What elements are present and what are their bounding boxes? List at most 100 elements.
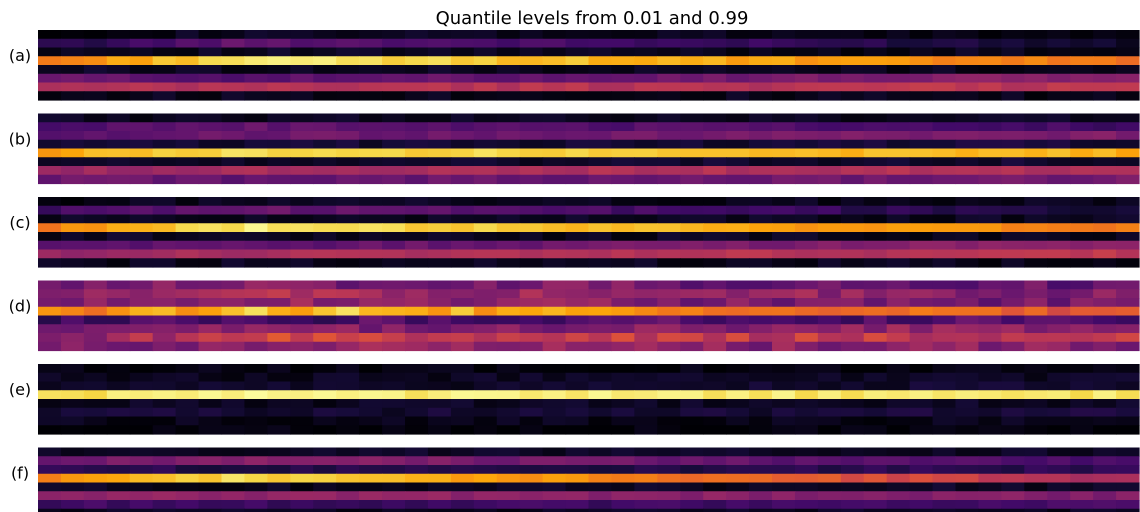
heatmap-cell <box>198 324 223 334</box>
heatmap-cell <box>83 47 108 57</box>
heatmap-cell <box>1001 289 1025 299</box>
heatmap-cell <box>703 82 727 92</box>
heatmap-cell <box>749 500 773 510</box>
heatmap-cell <box>703 214 727 224</box>
heatmap-cell <box>60 491 85 501</box>
heatmap-cell <box>840 364 865 374</box>
heatmap-cell <box>703 157 727 167</box>
heatmap-cell <box>703 390 727 400</box>
heatmap-cell <box>840 122 865 132</box>
heatmap-cell <box>886 174 911 185</box>
heatmap-cell <box>1024 148 1048 158</box>
heatmap-cell <box>175 82 200 92</box>
heatmap-cell <box>175 508 200 512</box>
heatmap-cell <box>1070 491 1094 501</box>
heatmap-cell <box>473 30 498 40</box>
heatmap-cell <box>657 82 681 92</box>
heatmap-cell <box>1024 407 1048 418</box>
heatmap-cell <box>588 289 613 299</box>
heatmap-cell <box>611 372 635 383</box>
heatmap-cell <box>565 157 590 167</box>
heatmap-cell <box>405 491 429 501</box>
heatmap-cell <box>932 157 957 167</box>
heatmap-cell <box>955 91 980 101</box>
heatmap-cell <box>290 197 314 207</box>
heatmap-cell <box>886 258 911 268</box>
heatmap-cell <box>634 364 658 374</box>
heatmap-cell <box>703 30 727 40</box>
heatmap-cell <box>450 508 475 512</box>
heatmap-cell <box>1024 306 1048 317</box>
heatmap-cell <box>405 240 429 251</box>
heatmap-cell <box>955 232 980 242</box>
heatmap-cell <box>703 381 727 391</box>
heatmap-cell <box>405 416 429 426</box>
heatmap-cell <box>405 148 429 158</box>
heatmap-cell <box>749 341 773 352</box>
heatmap-cell <box>450 324 475 334</box>
heatmap-cell <box>359 232 383 242</box>
heatmap-cell <box>1024 73 1048 84</box>
heatmap-cell <box>175 456 200 466</box>
heatmap-cell <box>106 508 131 512</box>
heatmap-cell <box>38 214 62 224</box>
heatmap-cell <box>405 38 429 49</box>
heatmap-cell <box>542 447 567 457</box>
heatmap-cell <box>840 56 865 66</box>
heatmap-cell <box>313 381 337 391</box>
heatmap-cell <box>1093 390 1117 400</box>
heatmap-cell <box>496 82 521 92</box>
heatmap-cell <box>886 82 911 92</box>
heatmap-cell <box>542 341 567 352</box>
heatmap-cell <box>38 425 62 435</box>
heatmap-cell <box>611 258 635 268</box>
heatmap-cell <box>749 289 773 299</box>
heatmap-cell <box>909 258 934 268</box>
heatmap-cell <box>1001 364 1025 374</box>
heatmap-cell <box>1024 131 1048 141</box>
heatmap-cell <box>588 390 613 400</box>
heatmap-cell <box>657 381 681 391</box>
heatmap-cell <box>588 500 613 510</box>
heatmap-cell <box>129 197 154 207</box>
heatmap-cell <box>840 500 865 510</box>
heatmap-cell <box>175 157 200 167</box>
heatmap-cell <box>657 113 681 123</box>
heatmap-cell <box>496 197 521 207</box>
heatmap-cell <box>726 113 750 123</box>
heatmap-cell <box>840 456 865 466</box>
heatmap-cell <box>175 174 200 185</box>
heatmap-cell <box>749 491 773 501</box>
heatmap-cell <box>817 315 842 325</box>
heatmap-cell <box>932 139 957 150</box>
heatmap-cell <box>313 82 337 92</box>
heatmap-cell <box>565 306 590 317</box>
heatmap-cell <box>336 65 360 75</box>
heatmap-cell <box>496 399 521 409</box>
heatmap-cell <box>83 289 108 299</box>
heatmap-cell <box>359 508 383 512</box>
heatmap-cell <box>405 73 429 84</box>
heatmap-cell <box>1093 197 1117 207</box>
heatmap-cell <box>1093 148 1117 158</box>
heatmap-cell <box>1070 324 1094 334</box>
heatmap-cell <box>588 73 613 84</box>
heatmap-cell <box>932 399 957 409</box>
heatmap-cell <box>726 333 750 343</box>
heatmap-cell <box>863 148 888 158</box>
heatmap-cell <box>1047 223 1071 233</box>
heatmap-cell <box>611 249 635 259</box>
heatmap-cell <box>1001 223 1025 233</box>
heatmap-cell <box>359 399 383 409</box>
heatmap-cell <box>749 131 773 141</box>
heatmap-cell <box>382 364 406 374</box>
heatmap-cell <box>152 508 177 512</box>
heatmap-cell <box>427 258 452 268</box>
heatmap-cell <box>955 73 980 84</box>
heatmap-cell <box>359 341 383 352</box>
heatmap-cell <box>382 113 406 123</box>
heatmap-cell <box>519 232 544 242</box>
heatmap-cell <box>427 315 452 325</box>
heatmap-cell <box>1047 425 1071 435</box>
heatmap-cell <box>657 473 681 484</box>
